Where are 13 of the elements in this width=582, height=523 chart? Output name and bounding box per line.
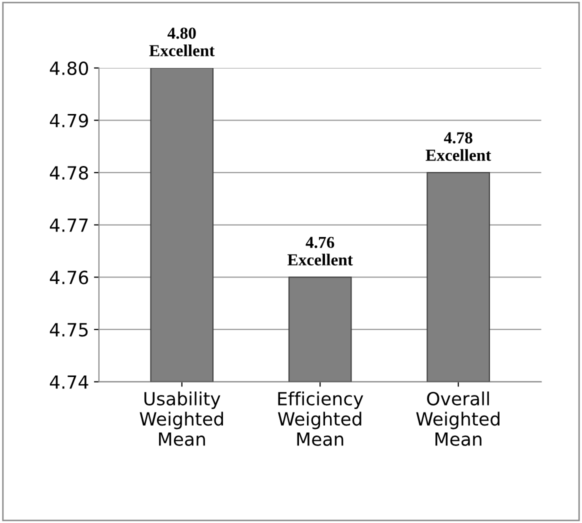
- y-tick-label: 4.74: [50, 375, 88, 389]
- y-tick-label: 4.80: [50, 61, 88, 76]
- y-tick-label: 4.76: [50, 270, 88, 284]
- data-label: 4.76 Excellent: [288, 236, 353, 266]
- x-tick-label: Overall Weighted Mean: [416, 392, 500, 446]
- y-tick-label: 4.79: [50, 114, 88, 128]
- y-tick-label: 4.77: [50, 218, 88, 232]
- data-label: 4.80 Excellent: [149, 28, 215, 56]
- y-tick-label: 4.75: [50, 323, 88, 337]
- x-tick-label: Efficiency Weighted Mean: [278, 392, 364, 446]
- x-tick-label: Usability Weighted Mean: [140, 392, 223, 446]
- y-tick-label: 4.78: [50, 166, 88, 180]
- data-label: 4.78 Excellent: [426, 132, 492, 161]
